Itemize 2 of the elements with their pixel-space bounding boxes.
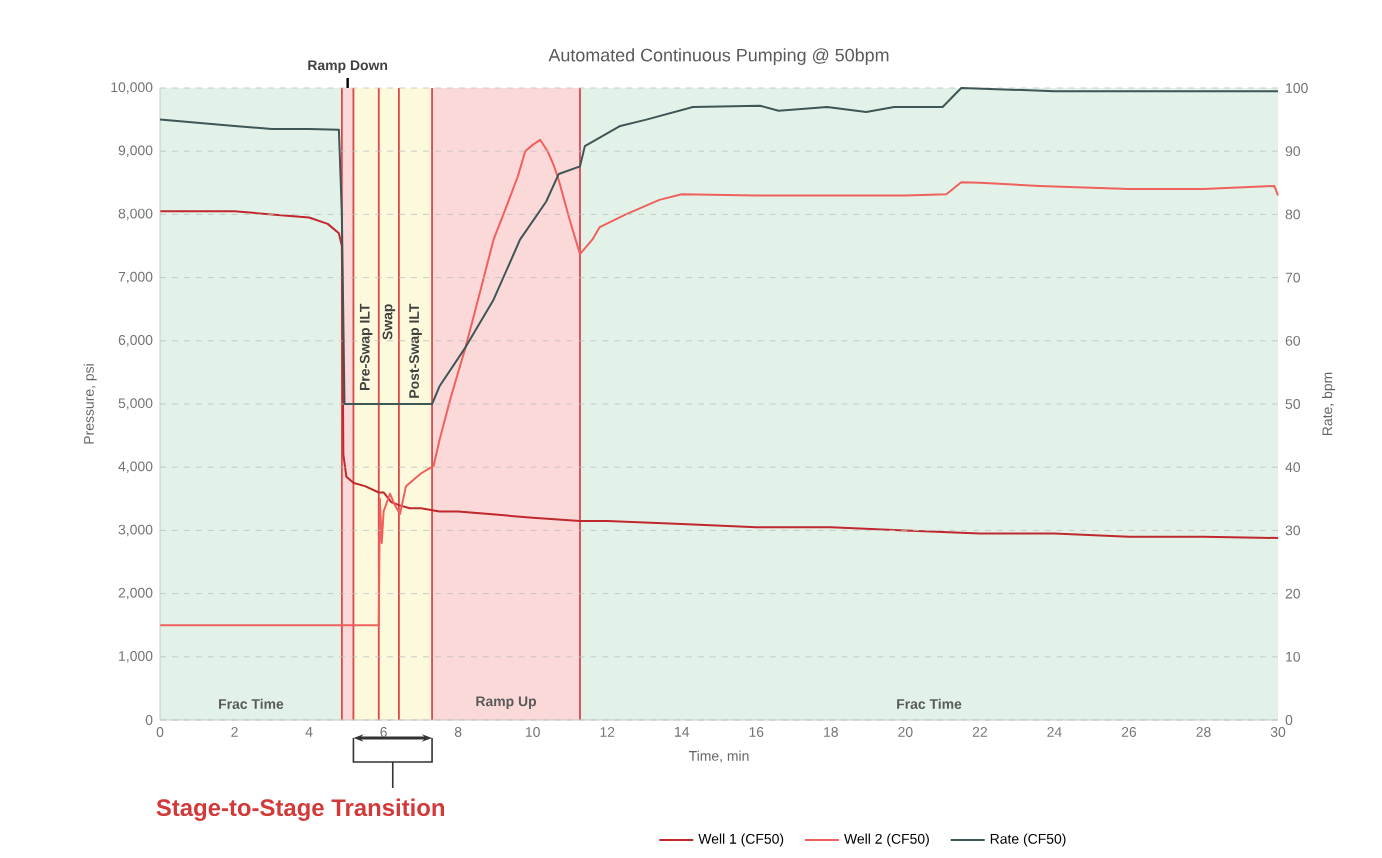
chart-title: Automated Continuous Pumping @ 50bpm <box>548 48 889 65</box>
text: Stage-to-Stage Transition <box>156 798 445 821</box>
